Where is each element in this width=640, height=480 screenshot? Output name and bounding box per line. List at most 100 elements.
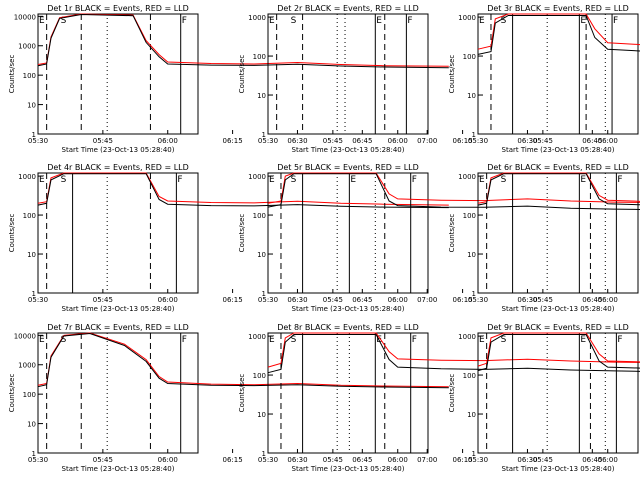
lld-series-line (477, 172, 640, 204)
x-tick-label: 06:45 (352, 137, 372, 145)
x-tick-label: 05:45 (93, 296, 113, 304)
x-tick-label: 06:30 (517, 456, 537, 464)
y-tick-label: 100 (23, 72, 36, 80)
x-tick-label: 06:00 (158, 456, 178, 464)
interval-marker: S (61, 175, 67, 185)
interval-marker: E (269, 335, 275, 345)
x-tick-label: 06:00 (158, 137, 178, 145)
panel-title: Det 4r BLACK = Events, RED = LLD (47, 163, 189, 172)
interval-marker: S (61, 335, 67, 345)
x-tick-label: 05:45 (533, 296, 553, 304)
y-tick-label: 1000 (458, 333, 476, 341)
plot-frame (267, 13, 429, 135)
y-tick-label: 1 (472, 290, 476, 298)
interval-marker: F (177, 175, 182, 185)
y-axis-label: Counts/sec (448, 55, 456, 94)
y-tick-label: 100 (463, 212, 476, 220)
y-axis-label: Counts/sec (448, 374, 456, 413)
y-tick-label: 1 (262, 450, 266, 458)
x-axis-label: Start Time (23-Oct-13 05:28:40) (502, 305, 615, 313)
y-tick-label: 1 (472, 450, 476, 458)
events-series-line (37, 332, 449, 389)
plot-frame (477, 332, 639, 454)
plot-frame (477, 172, 639, 294)
interval-marker: E (376, 16, 382, 26)
y-tick-label: 1 (32, 290, 36, 298)
x-tick-label: 06:15 (453, 137, 473, 145)
x-tick-label: 06:45 (582, 296, 602, 304)
interval-marker: E (39, 16, 45, 26)
x-tick-label: 05:45 (323, 456, 343, 464)
x-tick-label: 06:00 (388, 296, 408, 304)
x-tick-label: 05:30 (28, 296, 48, 304)
lld-series-line (267, 172, 640, 204)
x-tick-label: 06:00 (388, 137, 408, 145)
y-axis-label: Counts/sec (238, 374, 246, 413)
events-series-line (267, 173, 640, 210)
interval-marker: S (501, 16, 507, 26)
lld-series-line (477, 332, 640, 367)
y-tick-label: 100 (23, 212, 36, 220)
panel-title: Det 8r BLACK = Events, RED = LLD (277, 323, 419, 332)
x-axis-label: Start Time (23-Oct-13 05:28:40) (502, 465, 615, 473)
interval-marker: E (479, 16, 485, 26)
panel-title: Det 7r BLACK = Events, RED = LLD (47, 323, 189, 332)
y-axis-label: Counts/sec (8, 55, 16, 94)
x-tick-label: 05:30 (28, 456, 48, 464)
x-axis-label: Start Time (23-Oct-13 05:28:40) (62, 465, 175, 473)
y-tick-label: 10000 (14, 332, 36, 340)
plot-frame (37, 172, 199, 294)
interval-marker: F (412, 175, 417, 185)
panel-title: Det 5r BLACK = Events, RED = LLD (277, 163, 419, 172)
x-tick-label: 06:45 (352, 296, 372, 304)
x-tick-label: 07:00 (417, 296, 437, 304)
x-axis-label: Start Time (23-Oct-13 05:28:40) (292, 465, 405, 473)
x-tick-label: 05:30 (258, 137, 278, 145)
x-tick-label: 05:45 (93, 456, 113, 464)
x-tick-label: 06:30 (517, 296, 537, 304)
y-axis-label: Counts/sec (8, 214, 16, 253)
x-tick-label: 05:30 (468, 296, 488, 304)
x-tick-label: 05:45 (533, 456, 553, 464)
y-tick-label: 10 (27, 251, 36, 259)
y-tick-label: 1 (32, 450, 36, 458)
y-tick-label: 10 (467, 251, 476, 259)
interval-marker: E (269, 16, 275, 26)
interval-marker: E (350, 175, 356, 185)
interval-marker: F (412, 335, 417, 345)
y-tick-label: 1 (262, 290, 266, 298)
y-tick-label: 100 (23, 391, 36, 399)
interval-marker: E (269, 175, 275, 185)
y-axis-label: Counts/sec (8, 374, 16, 413)
interval-marker: F (617, 175, 622, 185)
panel-title: Det 2r BLACK = Events, RED = LLD (277, 4, 419, 13)
interval-marker: F (407, 16, 412, 26)
plot-frame (267, 332, 429, 454)
y-tick-label: 100 (253, 53, 266, 61)
interval-marker: E (580, 16, 586, 26)
y-tick-label: 10 (467, 92, 476, 100)
panel-title: Det 3r BLACK = Events, RED = LLD (487, 4, 629, 13)
events-series-line (267, 334, 640, 374)
events-series-line (37, 173, 449, 209)
x-tick-label: 06:15 (223, 137, 243, 145)
x-tick-label: 06:45 (582, 456, 602, 464)
interval-marker: S (291, 175, 297, 185)
x-tick-label: 05:30 (28, 137, 48, 145)
detector-panel: Det 5r BLACK = Events, RED = LLD11010010… (238, 163, 640, 313)
y-tick-label: 10000 (14, 13, 36, 21)
y-tick-label: 100 (463, 53, 476, 61)
x-tick-label: 06:30 (287, 296, 307, 304)
interval-marker: S (291, 16, 297, 26)
y-tick-label: 1 (32, 131, 36, 139)
plot-frame (37, 332, 199, 454)
interval-marker: F (613, 16, 618, 26)
x-tick-label: 06:45 (352, 456, 372, 464)
x-tick-label: 05:30 (468, 137, 488, 145)
lld-series-line (37, 172, 449, 206)
interval-marker: F (182, 16, 187, 26)
detector-panel: Det 3r BLACK = Events, RED = LLD 1 10 100 10… (448, 4, 640, 154)
detector-panel: Det 2r BLACK = Events, RED = LLD11010010… (238, 4, 606, 154)
x-tick-label: 05:30 (258, 296, 278, 304)
detector-panel: Det 1r BLACK = Events, RED = LLD11010010… (8, 4, 449, 154)
